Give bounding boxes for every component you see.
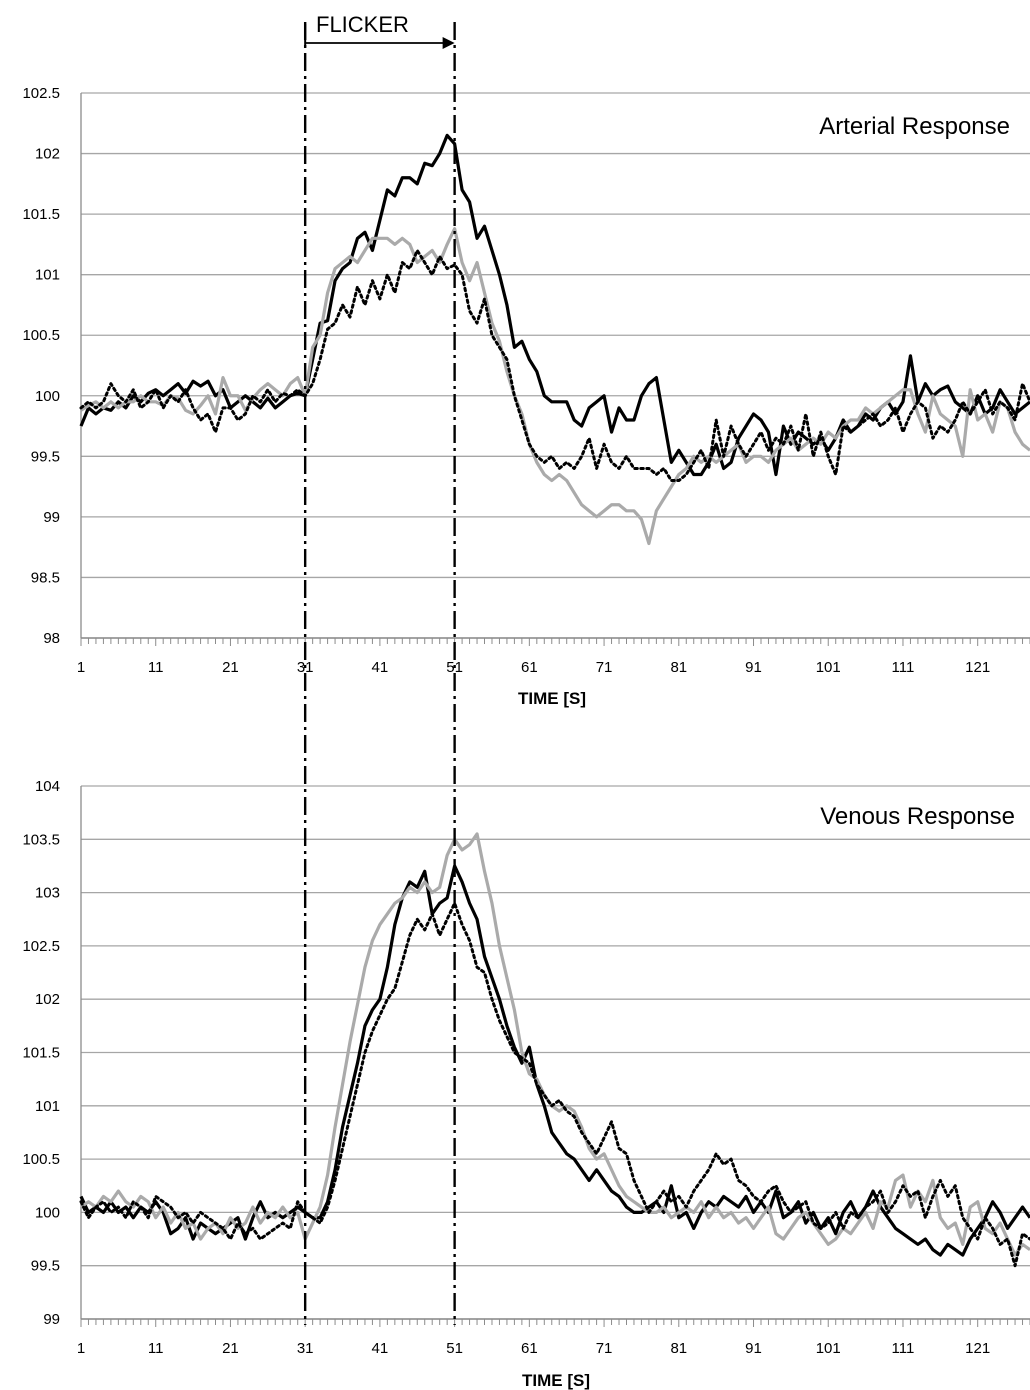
arterial-x-tick-label: 41 — [372, 659, 389, 676]
arterial-y-tick-label: 101 — [35, 267, 60, 284]
arterial-panel-title: Arterial Response — [819, 113, 1010, 140]
arterial-y-tick-labels: 98 98.5 99 99.5 100 100.5 101 101.5 102 102.5 — [22, 85, 60, 647]
arterial-series-group — [79, 133, 1030, 546]
venous-x-tick-label: 101 — [816, 1340, 841, 1357]
venous-x-tick-labels: 1 11 21 31 41 51 61 71 81 91 101 111 121 — [77, 1340, 990, 1357]
arterial-series-line-1 — [79, 133, 1030, 477]
arterial-x-tick-label: 21 — [222, 659, 239, 676]
venous-x-tick-label: 81 — [670, 1340, 687, 1357]
venous-grid — [81, 785, 1030, 1320]
venous-y-tick-label: 102.5 — [22, 938, 60, 955]
venous-series-line-2 — [80, 832, 1030, 1257]
venous-chart-panel: 99 99.5 100 100.5 101 101.5 102 102.5 103 103.5 10… — [22, 778, 1030, 1390]
arterial-y-tick-label: 99.5 — [31, 448, 60, 465]
venous-axes — [80, 786, 1030, 1327]
arterial-x-tick-label: 61 — [521, 659, 538, 676]
venous-y-tick-label: 100 — [35, 1204, 60, 1221]
arterial-y-tick-label: 100.5 — [22, 327, 60, 344]
arterial-x-tick-label: 111 — [892, 659, 915, 676]
venous-x-tick-label: 41 — [372, 1340, 389, 1357]
arterial-x-tick-label: 121 — [965, 659, 990, 676]
venous-y-tick-label: 102 — [35, 991, 60, 1008]
venous-y-tick-label: 101 — [35, 1098, 60, 1115]
venous-y-tick-label: 99.5 — [31, 1258, 60, 1275]
arterial-series-line-2 — [80, 227, 1030, 546]
venous-series-line-3 — [79, 901, 1030, 1268]
arterial-x-tick-label: 1 — [77, 659, 85, 676]
venous-x-tick-label: 121 — [965, 1340, 990, 1357]
arterial-y-tick-label: 100 — [35, 388, 60, 405]
venous-x-tick-label: 1 — [77, 1340, 85, 1357]
venous-x-axis-title: TIME [S] — [522, 1371, 590, 1390]
flicker-annotation: FLICKER — [316, 12, 409, 37]
venous-y-tick-label: 103 — [35, 885, 60, 902]
venous-x-tick-label: 91 — [745, 1340, 762, 1357]
venous-x-tick-label: 11 — [148, 1340, 164, 1357]
venous-x-tick-label: 21 — [222, 1340, 239, 1357]
venous-y-tick-label: 101.5 — [22, 1045, 60, 1062]
arterial-grid — [81, 92, 1030, 639]
venous-y-tick-label: 100.5 — [22, 1151, 60, 1168]
arterial-x-tick-label: 81 — [670, 659, 687, 676]
arterial-x-tick-label: 101 — [816, 659, 841, 676]
flicker-label: FLICKER — [316, 12, 409, 37]
venous-y-tick-label: 103.5 — [22, 831, 60, 848]
venous-x-tick-label: 31 — [297, 1340, 314, 1357]
venous-panel-title: Venous Response — [820, 803, 1015, 830]
arterial-y-tick-label: 98 — [43, 630, 60, 647]
arterial-series-line-3 — [79, 248, 1030, 483]
venous-series-group — [79, 832, 1030, 1268]
venous-x-tick-label: 71 — [596, 1340, 613, 1357]
flicker-marker-lines — [303, 22, 456, 1325]
arterial-y-tick-label: 102.5 — [22, 85, 60, 102]
venous-x-tick-label: 111 — [892, 1340, 915, 1357]
arterial-axes — [80, 93, 1030, 646]
venous-y-tick-labels: 99 99.5 100 100.5 101 101.5 102 102.5 103 103.5 10… — [22, 778, 60, 1328]
venous-x-tick-label: 51 — [446, 1340, 463, 1357]
arterial-x-tick-label: 91 — [745, 659, 762, 676]
arterial-x-tick-label: 71 — [596, 659, 613, 676]
arterial-y-tick-label: 98.5 — [31, 569, 60, 586]
arterial-x-axis-title: TIME [S] — [518, 689, 586, 708]
venous-x-tick-label: 61 — [521, 1340, 538, 1357]
arterial-x-tick-label: 11 — [148, 659, 164, 676]
arterial-y-tick-label: 101.5 — [22, 206, 60, 223]
venous-series-line-1 — [79, 864, 1030, 1257]
venous-y-tick-label: 104 — [35, 778, 60, 795]
flicker-arrow-head — [442, 37, 455, 49]
arterial-y-tick-label: 99 — [43, 509, 60, 526]
venous-y-tick-label: 99 — [43, 1311, 60, 1328]
arterial-y-tick-label: 102 — [35, 146, 60, 163]
